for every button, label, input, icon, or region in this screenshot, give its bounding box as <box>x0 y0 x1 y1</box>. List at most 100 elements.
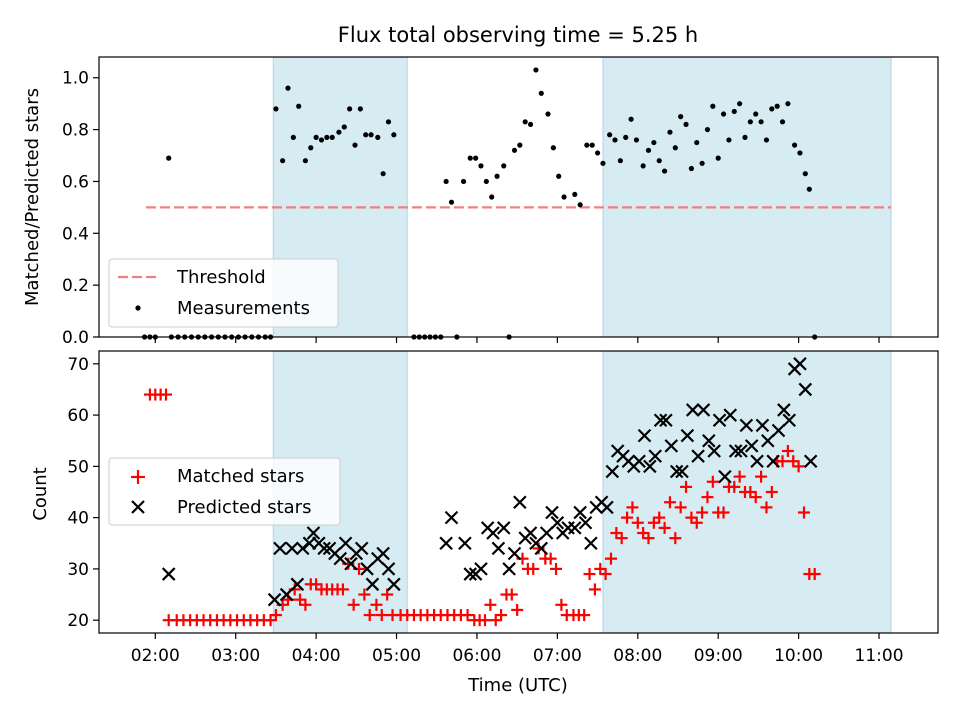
matched-star-point <box>706 475 719 488</box>
measurement-point <box>802 171 808 177</box>
predicted-star-point <box>295 541 310 556</box>
measurement-point <box>594 150 601 156</box>
x-tick-label: 08:00 <box>613 646 662 666</box>
measurement-point <box>385 119 392 125</box>
measurement-point <box>640 163 646 169</box>
matched-star-point <box>615 532 628 545</box>
matched-star-point <box>381 588 394 601</box>
measurement-point <box>584 142 590 148</box>
matched-star-point <box>269 609 282 622</box>
measurement-point <box>336 129 342 135</box>
predicted-star-point <box>734 444 748 458</box>
top-points <box>141 67 818 340</box>
measurement-point <box>308 145 314 151</box>
legend-matched-label: Matched stars <box>177 466 304 487</box>
top-y-tick-label: 0.8 <box>62 121 89 141</box>
predicted-star-point <box>803 454 818 469</box>
matched-star-point <box>797 506 810 519</box>
predicted-star-point <box>523 526 538 540</box>
x-tick-label: 06:00 <box>452 646 501 666</box>
measurement-point <box>572 191 578 198</box>
x-tick-label: 07:00 <box>533 646 582 666</box>
measurement-point <box>341 124 347 130</box>
x-axis-label: Time (UTC) <box>467 675 568 696</box>
legend-matched-swatch <box>131 470 145 484</box>
predicted-star-point <box>344 557 358 571</box>
top-y-tick-label: 0.6 <box>62 172 89 192</box>
matched-star-point <box>631 516 644 529</box>
matched-star-point <box>749 491 762 504</box>
measurement-point <box>302 158 308 164</box>
matched-star-point <box>610 527 623 540</box>
measurement-point <box>273 106 279 112</box>
measurement-point <box>747 119 753 125</box>
measurement-point <box>779 119 786 125</box>
measurement-point <box>672 145 678 151</box>
measurement-point <box>699 160 705 166</box>
matched-star-point <box>621 511 634 524</box>
predicted-star-point <box>439 536 453 551</box>
measurement-point <box>380 171 386 177</box>
matched-star-point <box>755 470 768 483</box>
measurement-point <box>290 134 296 140</box>
measurement-point <box>347 106 353 112</box>
matched-star-point <box>578 609 591 622</box>
bottom-y-axis-label: Count <box>30 467 51 520</box>
predicted-star-point <box>777 403 791 417</box>
measurement-point <box>612 137 618 143</box>
measurement-point <box>797 150 803 156</box>
top-axes-frame <box>98 56 939 338</box>
bottom-y-tick-label: 20 <box>67 611 89 631</box>
x-tick-label: 04:00 <box>292 646 341 666</box>
predicted-star-point <box>338 536 353 551</box>
predicted-star-point <box>387 577 401 592</box>
measurement-point <box>731 108 737 115</box>
measurement-point <box>667 129 673 135</box>
measurement-point <box>448 199 455 205</box>
predicted-star-point <box>381 562 396 576</box>
matched-star-point <box>604 552 617 565</box>
measurement-point <box>478 163 484 169</box>
predicted-star-point <box>360 562 374 576</box>
matched-star-point <box>765 486 778 498</box>
matched-star-point <box>647 516 660 529</box>
measurement-point <box>318 137 325 143</box>
predicted-star-point <box>680 428 695 443</box>
measurement-point <box>720 111 727 117</box>
matched-star-point <box>527 562 540 575</box>
matched-star-point <box>808 568 821 581</box>
measurement-point <box>651 139 657 146</box>
measurement-point <box>329 134 335 140</box>
matched-star-point <box>336 583 349 596</box>
measurement-point <box>785 101 791 107</box>
predicted-star-point <box>354 541 369 556</box>
matched-star-point <box>717 506 730 519</box>
measurement-point <box>710 103 716 109</box>
matched-star-point <box>658 521 671 534</box>
predicted-star-point <box>669 464 684 479</box>
measurement-point <box>391 132 397 138</box>
predicted-star-point <box>728 444 743 458</box>
predicted-star-point <box>333 551 348 566</box>
measurement-point <box>285 85 291 91</box>
predicted-star-point <box>458 536 472 551</box>
predicted-star-point <box>643 459 657 474</box>
matched-star-point <box>160 388 173 401</box>
measurement-point <box>324 134 330 140</box>
predicted-star-point <box>798 382 813 397</box>
measurement-point <box>460 178 467 185</box>
predicted-star-point <box>578 515 593 530</box>
predicted-star-point <box>267 592 282 607</box>
measurement-point <box>375 134 381 140</box>
matched-star-point <box>685 511 698 524</box>
bottom-x-ticks: 02:00 03:00 04:00 05:00 06:00 07:00 08:00 09:00… <box>131 633 904 666</box>
matched-star-point <box>299 598 312 611</box>
predicted-star-point <box>761 433 775 448</box>
matched-star-point <box>599 568 612 581</box>
matched-star-point <box>776 455 789 468</box>
matched-star-point <box>588 583 601 596</box>
legend-measurements-label: Measurements <box>177 298 310 319</box>
measurement-point <box>577 202 583 208</box>
predicted-star-point <box>486 526 500 540</box>
measurement-point <box>623 134 629 140</box>
